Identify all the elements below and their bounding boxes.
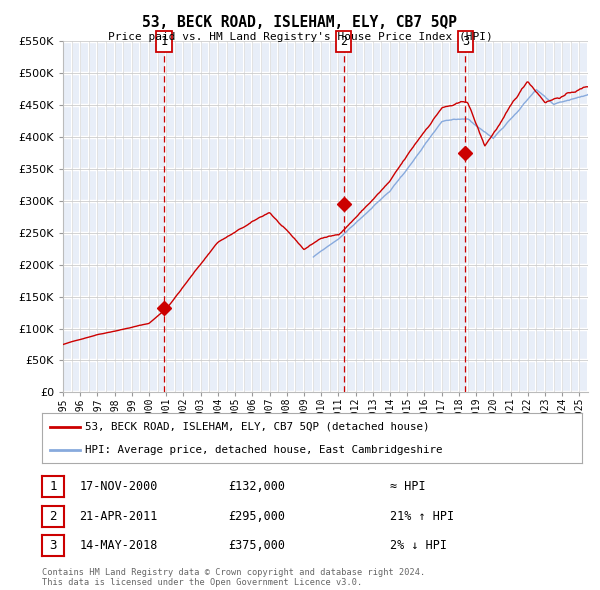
Text: 2: 2 — [340, 35, 347, 48]
Text: 53, BECK ROAD, ISLEHAM, ELY, CB7 5QP (detached house): 53, BECK ROAD, ISLEHAM, ELY, CB7 5QP (de… — [85, 421, 430, 431]
Text: Contains HM Land Registry data © Crown copyright and database right 2024.
This d: Contains HM Land Registry data © Crown c… — [42, 568, 425, 587]
Text: 14-MAY-2018: 14-MAY-2018 — [79, 539, 158, 552]
Text: 1: 1 — [161, 35, 168, 48]
Text: ≈ HPI: ≈ HPI — [390, 480, 425, 493]
Text: £132,000: £132,000 — [228, 480, 285, 493]
Text: 2% ↓ HPI: 2% ↓ HPI — [390, 539, 447, 552]
Text: £375,000: £375,000 — [228, 539, 285, 552]
Text: 53, BECK ROAD, ISLEHAM, ELY, CB7 5QP: 53, BECK ROAD, ISLEHAM, ELY, CB7 5QP — [143, 15, 458, 30]
Text: HPI: Average price, detached house, East Cambridgeshire: HPI: Average price, detached house, East… — [85, 445, 443, 455]
Text: 1: 1 — [49, 480, 57, 493]
Text: 2: 2 — [49, 510, 57, 523]
Text: 3: 3 — [461, 35, 469, 48]
Text: 17-NOV-2000: 17-NOV-2000 — [79, 480, 158, 493]
Text: £295,000: £295,000 — [228, 510, 285, 523]
Text: 3: 3 — [49, 539, 57, 552]
Text: Price paid vs. HM Land Registry's House Price Index (HPI): Price paid vs. HM Land Registry's House … — [107, 32, 493, 42]
Text: 21-APR-2011: 21-APR-2011 — [79, 510, 158, 523]
Text: 21% ↑ HPI: 21% ↑ HPI — [390, 510, 454, 523]
